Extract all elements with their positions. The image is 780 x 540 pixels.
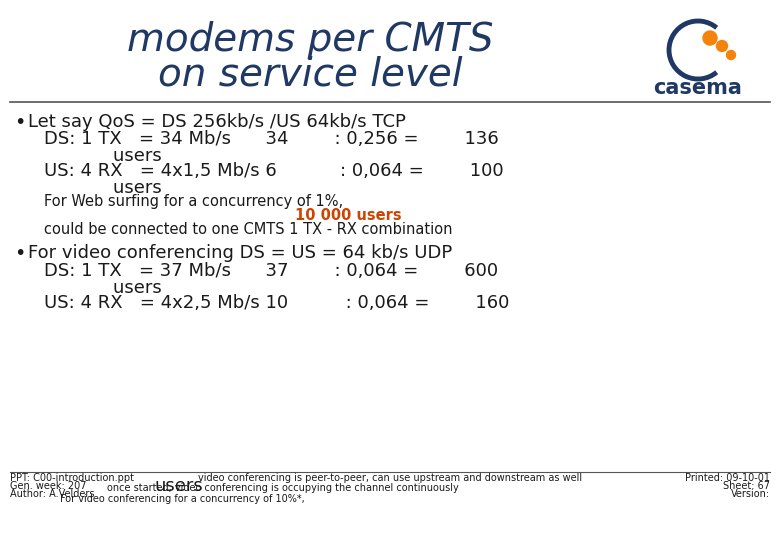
Text: modems per CMTS: modems per CMTS (126, 21, 493, 59)
Text: once started, video conferencing is occupying the channel continuously: once started, video conferencing is occu… (107, 483, 459, 493)
Text: Printed: 09-10-01: Printed: 09-10-01 (685, 473, 770, 483)
Circle shape (717, 40, 728, 51)
Text: For Web surfing for a concurrency of 1%,: For Web surfing for a concurrency of 1%, (44, 194, 343, 209)
Text: Author: A.Velders: Author: A.Velders (10, 489, 94, 499)
Text: casema: casema (654, 78, 743, 98)
Text: users: users (44, 179, 161, 197)
Circle shape (703, 31, 717, 45)
Text: users: users (44, 279, 161, 297)
Text: users: users (155, 477, 204, 495)
Text: could be connected to one CMTS 1 TX - RX combination: could be connected to one CMTS 1 TX - RX… (44, 222, 452, 237)
Text: users: users (44, 147, 161, 165)
Text: For video conferencing for a concurrency of 10%*,: For video conferencing for a concurrency… (60, 494, 305, 504)
Text: 10 000 users: 10 000 users (295, 208, 402, 223)
Text: DS: 1 TX   = 37 Mb/s      37        : 0,064 =        600: DS: 1 TX = 37 Mb/s 37 : 0,064 = 600 (44, 262, 498, 280)
Text: Sheet: 67: Sheet: 67 (723, 481, 770, 491)
Text: DS: 1 TX   = 34 Mb/s      34        : 0,256 =        136: DS: 1 TX = 34 Mb/s 34 : 0,256 = 136 (44, 130, 498, 148)
Text: •: • (14, 244, 26, 263)
Text: •: • (14, 113, 26, 132)
Text: Version:: Version: (731, 489, 770, 499)
Text: Let say QoS = DS 256kb/s /US 64kb/s TCP: Let say QoS = DS 256kb/s /US 64kb/s TCP (28, 113, 406, 131)
Text: For video conferencing DS = US = 64 kb/s UDP: For video conferencing DS = US = 64 kb/s… (28, 244, 452, 262)
Text: on service level: on service level (158, 56, 463, 94)
Text: US: 4 RX   = 4x1,5 Mb/s 6           : 0,064 =        100: US: 4 RX = 4x1,5 Mb/s 6 : 0,064 = 100 (44, 162, 504, 180)
Text: US: 4 RX   = 4x2,5 Mb/s 10          : 0,064 =        160: US: 4 RX = 4x2,5 Mb/s 10 : 0,064 = 160 (44, 294, 509, 312)
Text: PPT: C00-introduction.ppt: PPT: C00-introduction.ppt (10, 473, 134, 483)
Text: video conferencing is peer-to-peer, can use upstream and downstream as well: video conferencing is peer-to-peer, can … (198, 473, 582, 483)
Circle shape (726, 51, 736, 59)
Text: Gen. week: 207: Gen. week: 207 (10, 481, 87, 491)
